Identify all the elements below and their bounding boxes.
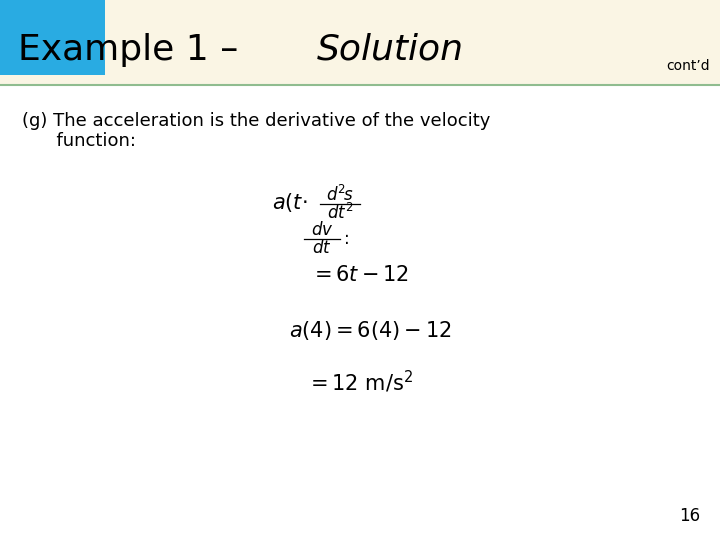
Text: $= 6t - 12$: $= 6t - 12$ <box>310 265 410 285</box>
Text: $a(4) = 6(4) - 12$: $a(4) = 6(4) - 12$ <box>289 319 451 341</box>
Text: $dt$: $dt$ <box>312 239 332 257</box>
FancyBboxPatch shape <box>0 0 105 75</box>
Text: $a(t\!\cdot\!$: $a(t\!\cdot\!$ <box>272 192 308 214</box>
Text: Example 1 –: Example 1 – <box>18 33 250 67</box>
Text: :: : <box>344 230 350 248</box>
Text: $dv$: $dv$ <box>311 221 333 239</box>
Text: (g) The acceleration is the derivative of the velocity: (g) The acceleration is the derivative o… <box>22 112 490 130</box>
Text: function:: function: <box>22 132 136 150</box>
FancyBboxPatch shape <box>0 0 720 85</box>
Text: $d^2\!s$: $d^2\!s$ <box>326 185 354 205</box>
Text: 16: 16 <box>679 507 700 525</box>
Text: Solution: Solution <box>317 33 464 67</box>
Text: $dt^2$: $dt^2$ <box>327 203 354 223</box>
Text: cont’d: cont’d <box>667 59 710 73</box>
Text: $= 12\ \mathrm{m/s}^2$: $= 12\ \mathrm{m/s}^2$ <box>306 369 414 395</box>
